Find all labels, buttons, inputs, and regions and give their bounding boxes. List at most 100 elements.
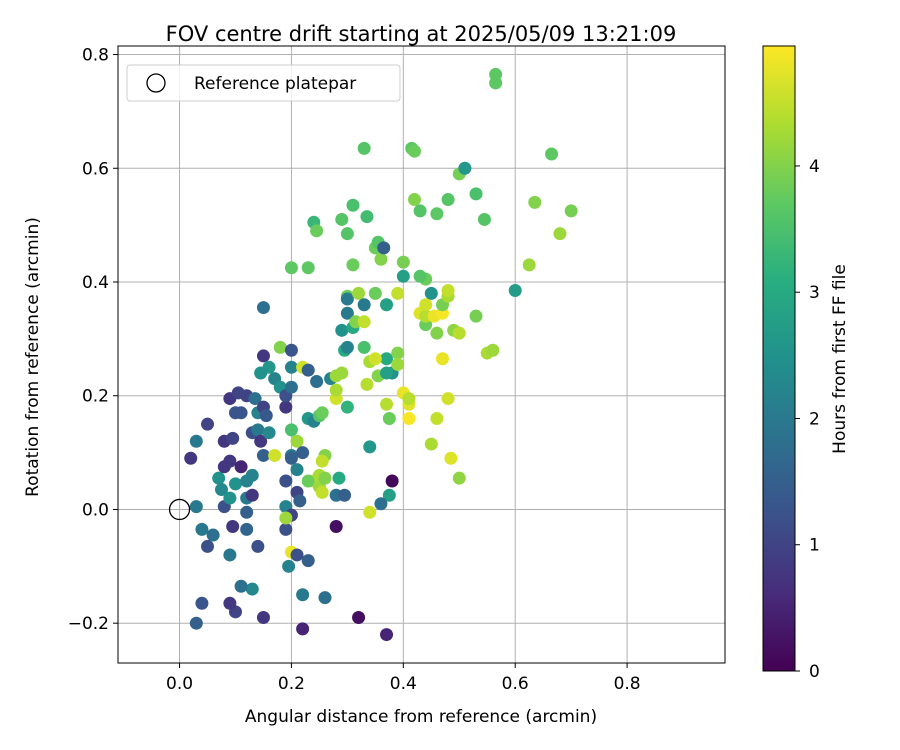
- data-point: [293, 494, 307, 508]
- data-point: [290, 463, 304, 477]
- data-point: [234, 460, 248, 474]
- data-point: [564, 204, 578, 218]
- data-point: [522, 258, 536, 272]
- data-point: [251, 423, 265, 437]
- reference-marker-layer: [168, 498, 191, 521]
- data-point: [284, 343, 298, 357]
- data-point: [254, 366, 268, 380]
- reference-platepar-marker: [168, 498, 191, 521]
- data-point: [195, 596, 209, 610]
- data-point: [357, 141, 371, 155]
- data-point: [435, 352, 449, 366]
- data-point: [441, 284, 455, 298]
- data-point: [374, 252, 388, 266]
- chart-title: FOV centre drift starting at 2025/05/09 …: [166, 22, 677, 46]
- data-point: [228, 477, 242, 491]
- data-point: [486, 343, 500, 357]
- data-point: [545, 147, 559, 161]
- data-point: [284, 360, 298, 374]
- data-point: [363, 440, 377, 454]
- data-point: [335, 323, 349, 337]
- data-point: [391, 346, 405, 360]
- data-point: [340, 292, 354, 306]
- data-point: [385, 474, 399, 488]
- data-point: [212, 471, 226, 485]
- grid-layer: [118, 46, 725, 663]
- data-point: [380, 628, 394, 642]
- legend-reference-marker: [146, 73, 166, 93]
- data-point: [346, 258, 360, 272]
- data-point: [251, 539, 265, 553]
- colorbar-tick-label: 3: [809, 283, 820, 303]
- data-point: [380, 352, 394, 366]
- y-tick-label: 0.0: [82, 500, 109, 520]
- data-point: [452, 471, 466, 485]
- data-point: [413, 269, 427, 283]
- data-point: [441, 392, 455, 406]
- x-tick-label: 0.0: [166, 674, 193, 694]
- data-point: [340, 306, 354, 320]
- x-axis-label: Angular distance from reference (arcmin): [245, 707, 597, 727]
- data-point: [469, 187, 483, 201]
- data-point: [279, 522, 293, 536]
- legend: Reference platepar: [126, 64, 401, 102]
- data-point: [329, 383, 343, 397]
- data-point: [201, 539, 215, 553]
- data-point: [402, 392, 416, 406]
- data-point: [444, 451, 458, 465]
- data-point: [223, 596, 237, 610]
- colorbar-tick-label: 1: [809, 536, 820, 556]
- data-point: [469, 309, 483, 323]
- data-point: [329, 520, 343, 534]
- data-point: [391, 286, 405, 300]
- data-point: [296, 588, 310, 602]
- colorbar-tick-label: 2: [809, 409, 820, 429]
- data-point: [234, 579, 248, 593]
- legend-label-reference: Reference platepar: [194, 74, 356, 94]
- data-point: [189, 500, 203, 514]
- data-point: [301, 474, 315, 488]
- data-point: [413, 204, 427, 218]
- data-point: [380, 298, 394, 312]
- data-point: [282, 559, 296, 573]
- data-point: [273, 340, 287, 354]
- data-point: [256, 611, 270, 625]
- data-point: [318, 471, 332, 485]
- data-point: [301, 363, 315, 377]
- data-point: [357, 340, 371, 354]
- data-point: [346, 198, 360, 212]
- data-point: [382, 411, 396, 425]
- data-point: [214, 483, 228, 497]
- data-point: [340, 400, 354, 414]
- data-point: [352, 286, 366, 300]
- data-point: [301, 554, 315, 568]
- data-point: [240, 505, 254, 519]
- data-point: [374, 497, 388, 511]
- data-point: [279, 511, 293, 525]
- data-point: [368, 286, 382, 300]
- data-point: [335, 366, 349, 380]
- x-tick-label: 0.2: [278, 674, 305, 694]
- data-point: [223, 454, 237, 468]
- y-tick-label: 0.8: [82, 46, 109, 66]
- data-point: [489, 76, 503, 90]
- data-point: [363, 505, 377, 519]
- data-point: [315, 406, 329, 420]
- axes-layer: 0.0 0.2 0.4 0.6 0.8 −0.2 0.0 0.2 0.4 0.6 0.8: [68, 45, 726, 694]
- data-point: [245, 582, 259, 596]
- data-point: [377, 241, 391, 255]
- data-point: [360, 377, 374, 391]
- data-point: [528, 195, 542, 209]
- y-tick-label: 0.6: [82, 159, 109, 179]
- data-point: [256, 448, 270, 462]
- data-point: [290, 434, 304, 448]
- data-point: [189, 616, 203, 630]
- data-point: [382, 488, 396, 502]
- data-point: [201, 417, 215, 431]
- data-point: [368, 352, 382, 366]
- data-point: [226, 520, 240, 534]
- y-tick-label: 0.4: [82, 273, 109, 293]
- data-point: [184, 451, 198, 465]
- data-point: [553, 227, 567, 241]
